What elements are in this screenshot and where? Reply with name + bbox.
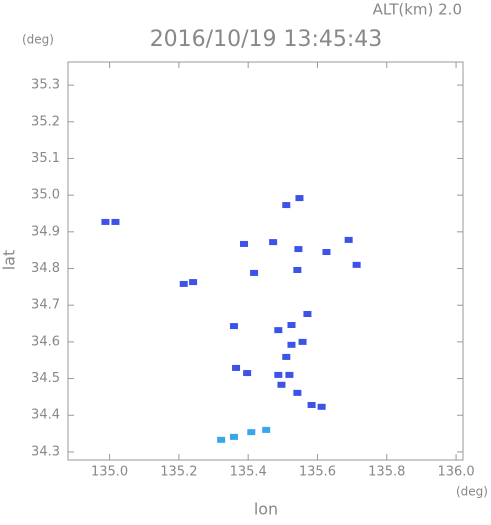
echo-point [322,249,331,256]
echo-point [352,261,361,268]
chart-title: 2016/10/19 13:45:43 [150,27,383,52]
echo-point [298,338,307,345]
echo-point [262,426,271,433]
echo-point [232,364,241,371]
echo-point [274,371,283,378]
y-tick-label: 34.5 [31,371,60,386]
echo-point [295,195,304,202]
echo-point [217,436,226,443]
echo-point [101,218,110,225]
y-tick-label: 34.7 [31,298,60,313]
echo-point [285,371,294,378]
echo-point [179,280,188,287]
echo-point [293,389,302,396]
echo-point [240,240,249,247]
x-axis-label: lon [254,500,278,519]
y-tick-label: 34.4 [31,408,60,423]
echo-point [282,353,291,360]
subtitle: ALT(km) 2.0 [373,1,462,19]
echo-point [274,327,283,334]
x-unit: (deg) [456,485,488,499]
x-tick-label: 136.0 [437,465,474,480]
y-tick-label: 35.2 [31,114,60,129]
echo-point [317,403,326,410]
x-tick-label: 135.2 [160,465,197,480]
y-axis-label: lat [0,250,19,271]
x-tick-label: 135.4 [230,465,267,480]
x-tick-label: 135.8 [368,465,405,480]
x-tick-label: 135.6 [299,465,336,480]
echo-point [294,246,303,253]
echo-point [247,429,256,436]
echo-point [229,323,238,330]
y-tick-label: 34.9 [31,224,60,239]
echo-point [243,370,252,377]
echo-point [303,311,312,318]
echo-point [287,341,296,348]
x-tick-label: 135.0 [91,465,128,480]
y-tick-label: 35.0 [31,188,60,203]
echo-point [307,401,316,408]
echo-point [229,433,238,440]
echo-point [269,239,278,246]
plot-frame [67,61,464,461]
y-tick-label: 34.6 [31,334,60,349]
y-tick-label: 35.3 [31,78,60,93]
echo-point [250,269,259,276]
y-tick-label: 34.8 [31,261,60,276]
y-tick-label: 34.3 [31,444,60,459]
echo-point [277,381,286,388]
y-unit: (deg) [22,33,54,47]
echo-point [189,279,198,286]
echo-point [282,202,291,209]
echo-point [293,266,302,273]
y-tick-label: 35.1 [31,151,60,166]
echo-point [111,218,120,225]
echo-point [344,236,353,243]
echo-point [287,322,296,329]
